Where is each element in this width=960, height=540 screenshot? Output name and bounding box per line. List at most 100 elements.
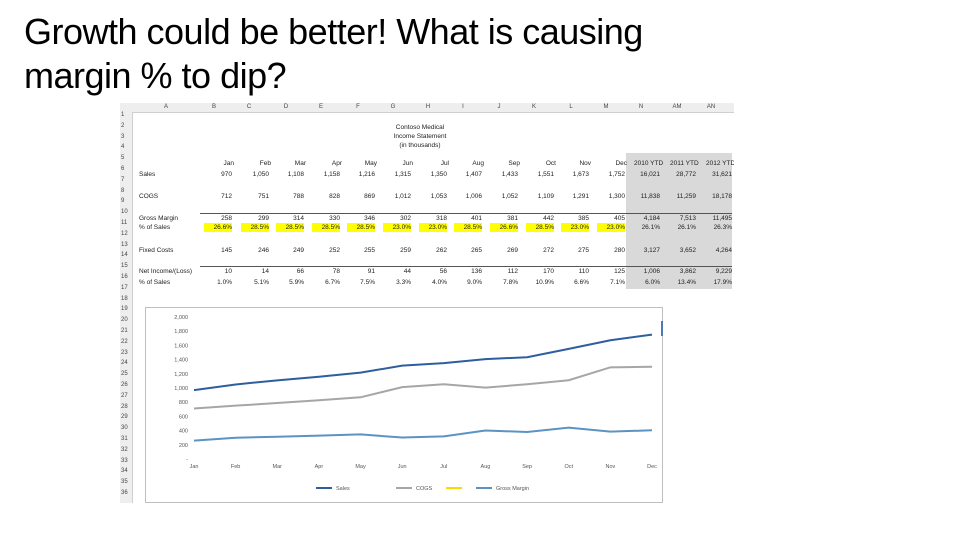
column-letter-j: J xyxy=(497,104,501,110)
value-cell: 272 xyxy=(543,247,554,254)
value-cell: 28.5% xyxy=(347,223,375,232)
row-label: Net Income/(Loss) xyxy=(139,268,193,275)
value-cell: 11,259 xyxy=(676,193,696,200)
slide-title-line-1: Growth could be better! What is causing xyxy=(24,11,643,52)
x-tick-label: Sep xyxy=(522,464,532,470)
value-cell: 1,052 xyxy=(501,193,518,200)
column-header-bar: A B C D E F G H I J K L M N AM AN xyxy=(120,103,734,113)
y-tick-label: 600 xyxy=(179,414,188,420)
row-number: 15 xyxy=(121,263,128,270)
company-name: Contoso Medical xyxy=(395,124,445,131)
row-number: 14 xyxy=(121,252,128,259)
column-letter-g: G xyxy=(390,104,396,110)
value-cell: 299 xyxy=(258,215,269,222)
value-cell: 346 xyxy=(364,215,375,222)
value-cell: 26.3% xyxy=(713,224,732,231)
value-cell: 1,551 xyxy=(537,171,554,178)
row-label: Gross Margin xyxy=(139,215,179,222)
value-cell: 1,108 xyxy=(287,171,304,178)
value-cell: 252 xyxy=(329,247,340,254)
value-cell: 13.4% xyxy=(677,279,696,286)
value-cell: 255 xyxy=(364,247,375,254)
row-number: 22 xyxy=(121,338,128,345)
month-header: Jul xyxy=(440,160,449,167)
row-number: 20 xyxy=(121,317,128,324)
row-label: COGS xyxy=(139,193,159,200)
row-number: 4 xyxy=(121,144,125,151)
value-cell: 1,407 xyxy=(465,171,482,178)
column-letter-e: E xyxy=(318,104,323,110)
row-number: 17 xyxy=(121,284,128,291)
row-header-bar: 1 2 3 4 5 6 7 8 9 10 11 12 13 14 15 16 17 18 19 20 21 22 23 24 2… xyxy=(120,112,133,503)
legend-label: Gross Margin xyxy=(496,486,529,492)
x-tick-label: May xyxy=(355,464,366,470)
month-header: Oct xyxy=(545,160,556,167)
row-number: 19 xyxy=(121,306,128,313)
month-header: 2011 YTD xyxy=(670,160,699,167)
value-cell: 5.1% xyxy=(254,279,269,286)
value-cell: 145 xyxy=(221,247,232,254)
value-cell: 26.6% xyxy=(490,223,518,232)
value-cell: 751 xyxy=(258,193,269,200)
value-cell: 401 xyxy=(471,215,482,222)
value-cell: 7.8% xyxy=(503,279,518,286)
value-cell: 405 xyxy=(614,215,625,222)
value-cell: 3,862 xyxy=(679,268,696,275)
slide-title: Growth could be better! What is causing … xyxy=(24,10,924,98)
statement-name: Income Statement xyxy=(393,133,447,140)
value-cell: 17.9% xyxy=(713,279,732,286)
value-cell: 28.5% xyxy=(526,223,554,232)
row-number: 6 xyxy=(121,166,125,172)
value-cell: 275 xyxy=(578,247,589,254)
column-letter-i: I xyxy=(462,104,464,110)
month-header: Jun xyxy=(402,160,413,167)
y-tick-label: 1,800 xyxy=(174,329,188,335)
value-cell: 6.6% xyxy=(574,279,589,286)
value-cell: 259 xyxy=(400,247,411,254)
value-cell: 4,184 xyxy=(643,215,660,222)
value-cell: 330 xyxy=(329,215,340,222)
row-label: % of Sales xyxy=(139,279,171,286)
legend-label: COGS xyxy=(416,486,433,492)
row-number: 32 xyxy=(121,446,128,453)
value-cell: 828 xyxy=(329,193,340,200)
value-cell: 9.0% xyxy=(467,279,482,286)
column-letter-c: C xyxy=(246,104,252,110)
row-number: 35 xyxy=(121,479,128,486)
value-cell: 258 xyxy=(221,215,232,222)
row-number: 31 xyxy=(121,436,128,442)
value-cell: 869 xyxy=(364,193,375,200)
value-cell: 262 xyxy=(436,247,447,254)
row-label: Sales xyxy=(139,171,156,178)
value-cell: 16,021 xyxy=(640,171,660,178)
value-cell: 125 xyxy=(614,268,625,275)
column-letter-l: L xyxy=(569,104,573,110)
row-number: 26 xyxy=(121,382,128,388)
value-cell: 136 xyxy=(471,268,482,275)
value-cell: 249 xyxy=(293,247,304,254)
value-cell: 970 xyxy=(221,171,232,178)
month-header: Mar xyxy=(294,160,306,167)
value-cell: 712 xyxy=(221,193,232,200)
value-cell: 26.1% xyxy=(677,224,696,231)
value-cell: 170 xyxy=(543,268,554,275)
value-cell: 302 xyxy=(400,215,411,222)
spreadsheet-screenshot: A B C D E F G H I J K L M N AM AN 1 2 3 4 5 6 7 8 9 10 11 12 13 14 15… xyxy=(120,103,734,503)
slide-title-line-2: margin % to dip? xyxy=(24,55,287,96)
value-cell: 18,178 xyxy=(712,193,732,200)
row-number: 11 xyxy=(121,220,128,226)
value-cell: 31,621 xyxy=(712,171,732,178)
series-line-sales xyxy=(193,333,653,392)
value-cell: 1,006 xyxy=(465,193,482,200)
value-cell: 4,264 xyxy=(715,247,732,254)
row-number: 16 xyxy=(121,274,128,280)
value-cell: 269 xyxy=(507,247,518,254)
row-number: 28 xyxy=(121,403,128,410)
embedded-line-chart: 2,000 1,800 1,600 1,400 1,200 1,000 800 600 400 2… xyxy=(145,307,663,503)
column-letter-n: N xyxy=(638,104,644,110)
value-cell: 381 xyxy=(507,215,518,222)
value-cell: 1.0% xyxy=(217,279,232,286)
month-header: Apr xyxy=(331,160,342,167)
value-cell: 1,006 xyxy=(643,268,660,275)
month-header: Feb xyxy=(259,160,271,167)
